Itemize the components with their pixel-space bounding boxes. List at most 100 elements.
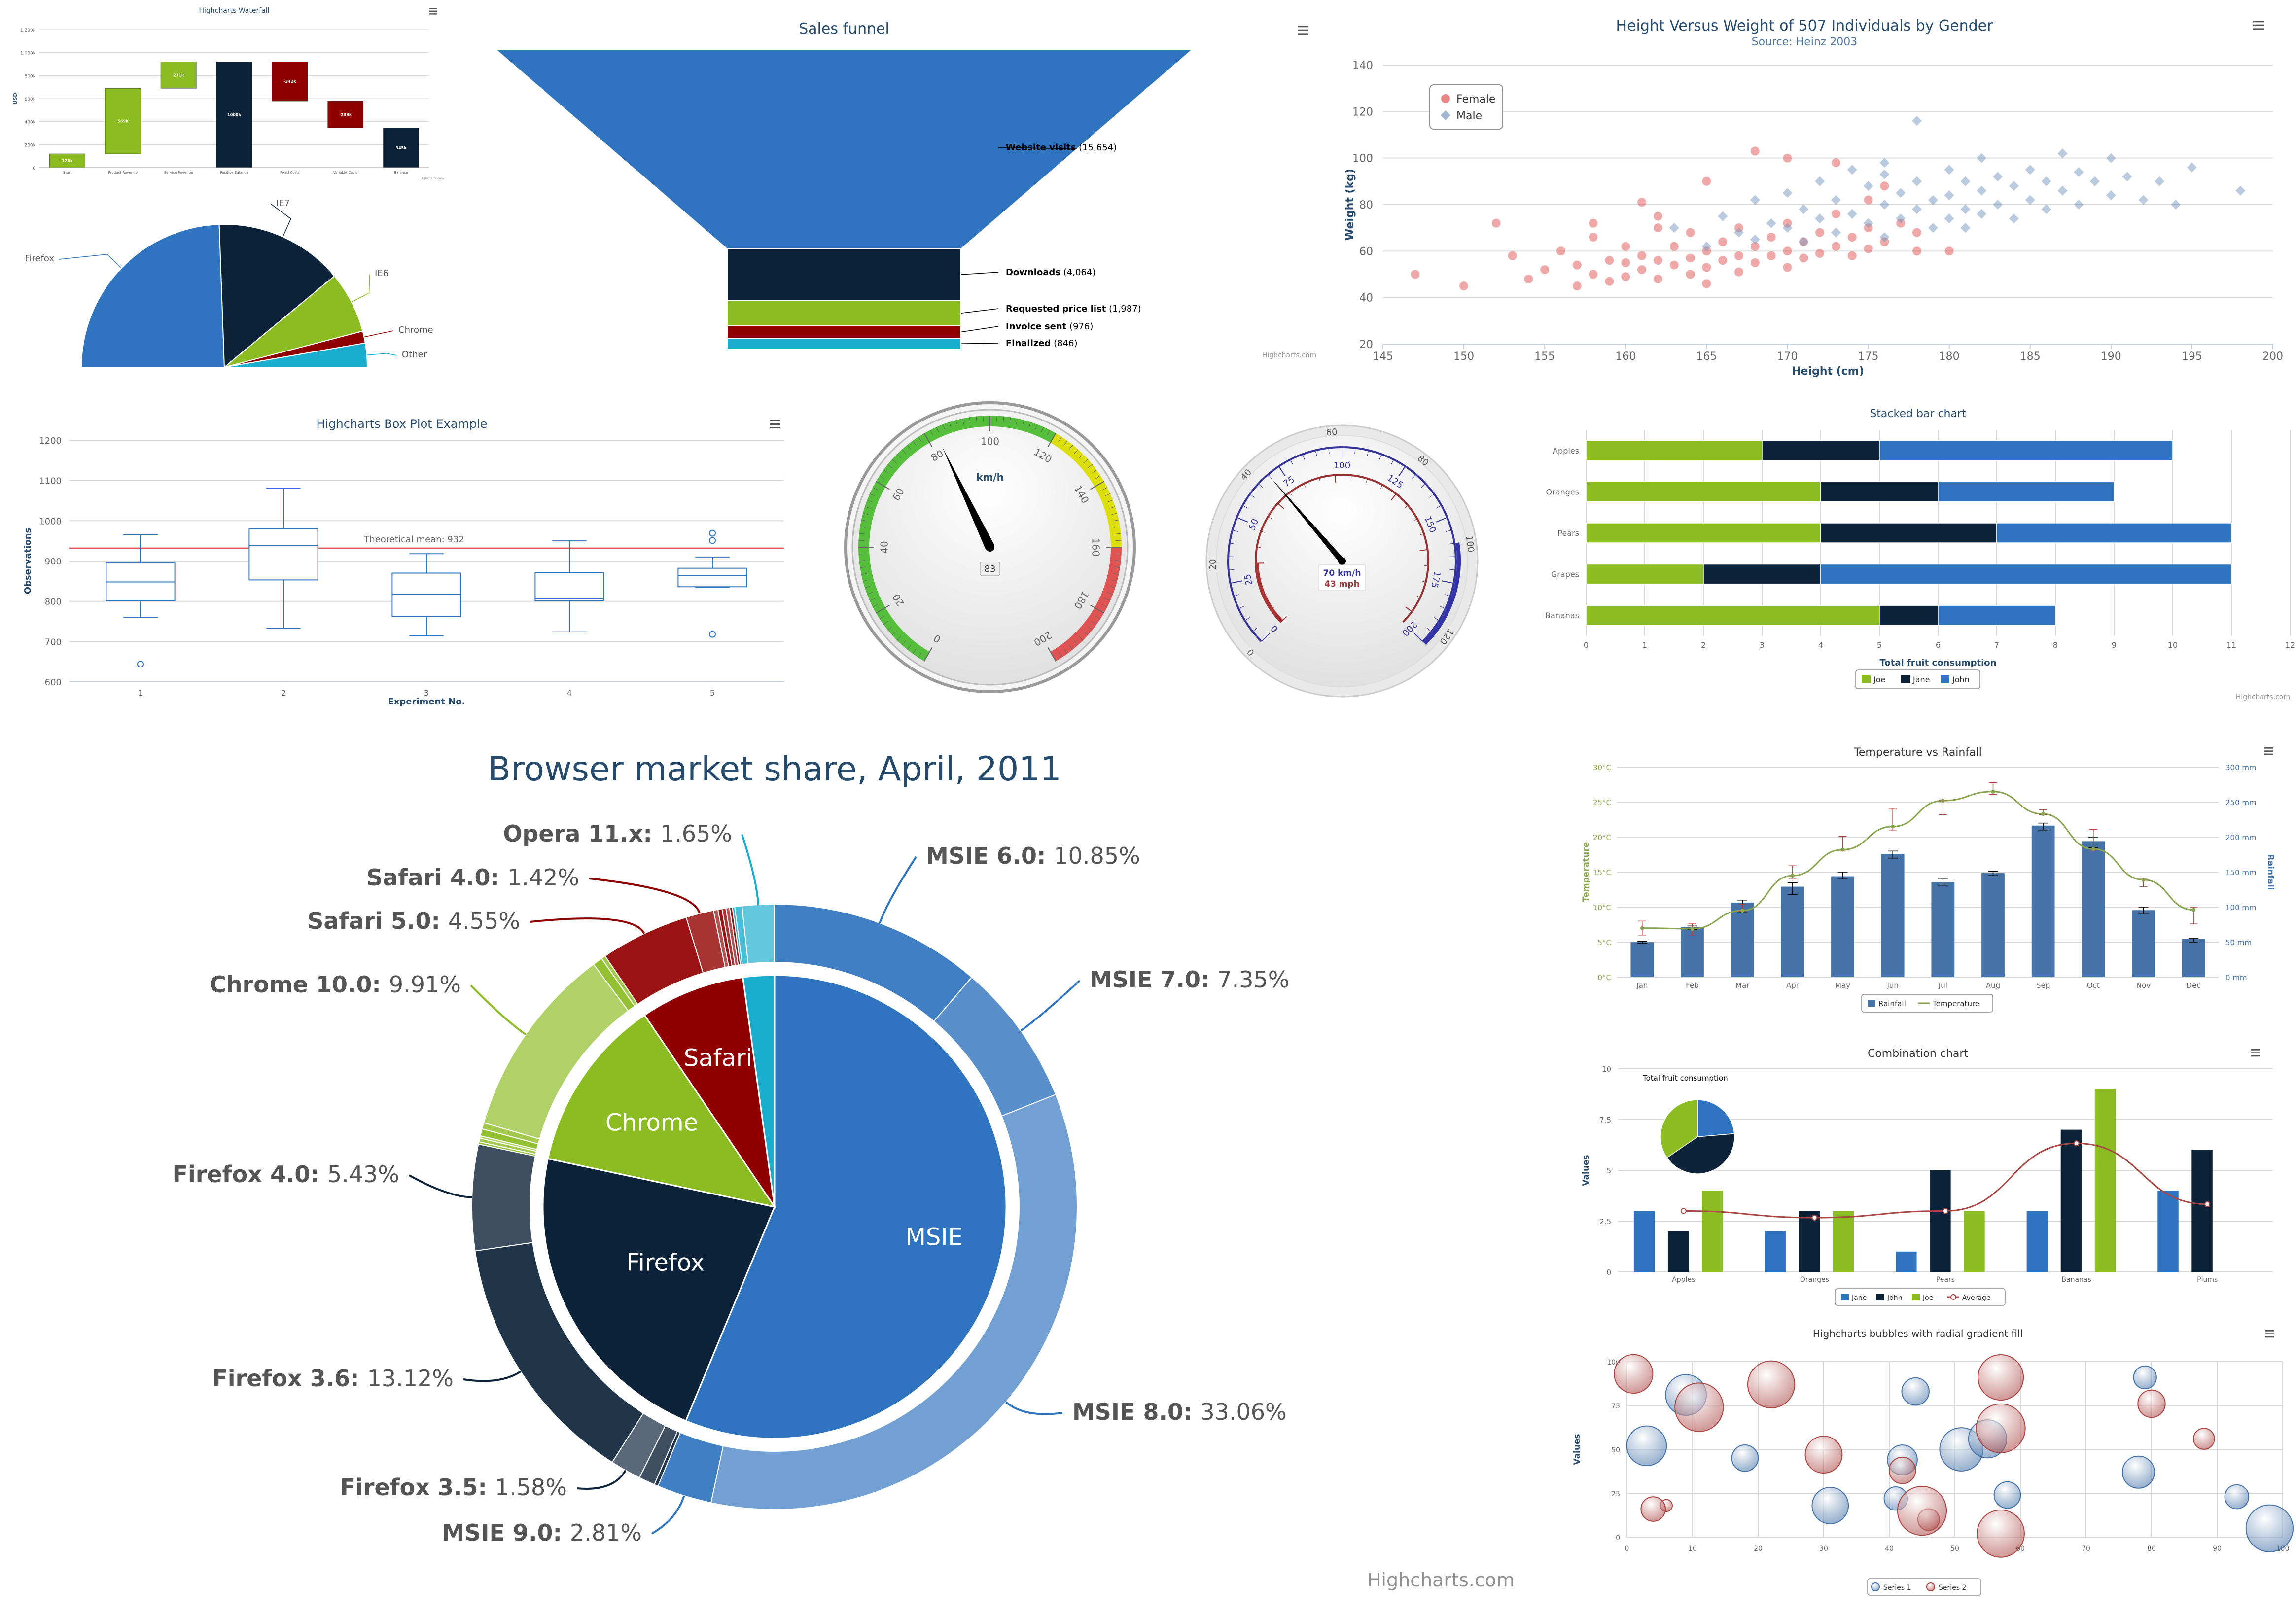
error-bar [1837, 872, 1848, 879]
bubble [1747, 1360, 1796, 1408]
scatter-point [1637, 265, 1647, 275]
funnel-label: Downloads (4,064) [1006, 267, 1095, 278]
gauge-tick [1104, 493, 1111, 496]
scatter-point [1718, 237, 1728, 246]
box [106, 534, 176, 618]
gauge-tick-label: 100 [981, 436, 999, 448]
gauge-tick [883, 621, 888, 625]
dual-speedometer-gauge: 025507510012515017520002040608010012070 … [1205, 424, 1479, 698]
gauge-tick [1262, 593, 1267, 596]
category-label: Feb [1686, 981, 1699, 990]
credits: Highcharts.com [2236, 693, 2290, 701]
tick-label: 10 [1602, 1065, 1611, 1074]
bar [2082, 841, 2105, 977]
gauge-tick [872, 487, 879, 491]
scatter-point [1734, 267, 1743, 277]
scatter-point [1815, 249, 1825, 258]
gauge-tick [1090, 481, 1104, 490]
gauge-tick [1115, 540, 1122, 541]
category-label: 2 [281, 688, 286, 698]
gauge-tick [867, 592, 873, 595]
gauge-tick [1113, 573, 1119, 575]
spline-line [1683, 1142, 2208, 1219]
context-menu-icon[interactable] [2263, 1329, 2275, 1338]
gauge-tick [1315, 451, 1317, 456]
gauge-tick [1095, 615, 1101, 619]
scatter-point [1572, 281, 1582, 291]
context-menu-icon[interactable] [2252, 19, 2266, 31]
gauge-tick [1253, 628, 1258, 632]
tick-label: 40 [1885, 1545, 1894, 1553]
version-value: 1.58% [495, 1474, 567, 1501]
gauge-tick [1289, 491, 1293, 496]
legend: Rainfall Temperature [1861, 994, 1993, 1013]
gauge-tick [901, 640, 906, 645]
context-menu-icon[interactable] [428, 7, 438, 16]
tick-label: 20 [1359, 339, 1373, 351]
box-body [677, 567, 747, 588]
gauge-tick [1280, 616, 1287, 623]
scatter-point [2074, 167, 2084, 177]
context-menu-icon[interactable] [2249, 1048, 2261, 1057]
scatter-point [2057, 185, 2068, 196]
connector [960, 343, 999, 344]
scatter-point [1960, 204, 1971, 214]
line-point [1840, 847, 1845, 852]
gauge-tick [1101, 487, 1108, 491]
tick-label: 15°C [1593, 868, 1611, 877]
gauge-tick-label: 60 [1326, 427, 1338, 438]
gauge-tick [1412, 475, 1416, 479]
scatter-point [1750, 234, 1760, 245]
menu-bar [770, 420, 780, 421]
tick-label: 2.5 [1599, 1217, 1611, 1226]
scatter-point [1734, 251, 1743, 260]
legend: Joe Jane John [1855, 669, 1980, 689]
gauge-tick-label: 20 [1208, 559, 1219, 570]
tick-label: 30°C [1593, 763, 1611, 772]
context-menu-icon[interactable] [1296, 24, 1310, 36]
bar [2157, 1191, 2179, 1272]
credits: Highcharts.com [1367, 1569, 1515, 1591]
chart-title: Temperature vs Rainfall [1853, 746, 1982, 759]
legend: Jane John Joe Average [1835, 1288, 2006, 1306]
tick-label: 0 mm [2225, 973, 2247, 982]
gauge-tick [1235, 594, 1239, 597]
tick-label: 1000 [39, 516, 62, 527]
gauge-tick [1278, 467, 1286, 477]
scatter-point [1686, 270, 1695, 279]
gauge-tick [876, 481, 890, 490]
scatter-point [1589, 270, 1598, 279]
legend-marker [1876, 1294, 1884, 1300]
gauge-tick [930, 429, 933, 436]
tick-label: 90 [2213, 1545, 2222, 1553]
context-menu-icon[interactable] [2263, 746, 2274, 756]
gauge-tick [1318, 477, 1321, 482]
scatter-point [1702, 263, 1711, 272]
bubble-chart: Highcharts bubbles with radial gradient … [1572, 1328, 2294, 1596]
chart-title: Sales funnel [799, 20, 889, 37]
temperature-rainfall-chart: Temperature vs Rainfall 0°C 0 mm 5°C 50 mm 10… [1581, 746, 2275, 1013]
scatter-point [1653, 256, 1662, 265]
slice-label: Chrome [398, 325, 433, 335]
gauge-tick [867, 499, 873, 503]
tick-label: 200 [2262, 351, 2283, 363]
connector [576, 1470, 627, 1490]
bar-segment [1586, 563, 1704, 585]
scatter-point [2155, 176, 2165, 186]
gauge-tick [861, 519, 867, 522]
scatter-point [1847, 233, 1857, 242]
bar [2031, 825, 2055, 977]
gauge-needle [1270, 476, 1344, 563]
gauge-tick [896, 635, 902, 641]
line-point [1740, 909, 1745, 913]
gauge-unit: km/h [976, 471, 1004, 483]
bubble [1977, 1510, 2025, 1558]
gauge-tick [1078, 635, 1084, 641]
bubble [1976, 1403, 2026, 1453]
gauge-tick [896, 454, 902, 459]
line-point [1941, 799, 1945, 803]
scatter-point [1912, 176, 1922, 186]
context-menu-icon[interactable] [769, 419, 781, 429]
